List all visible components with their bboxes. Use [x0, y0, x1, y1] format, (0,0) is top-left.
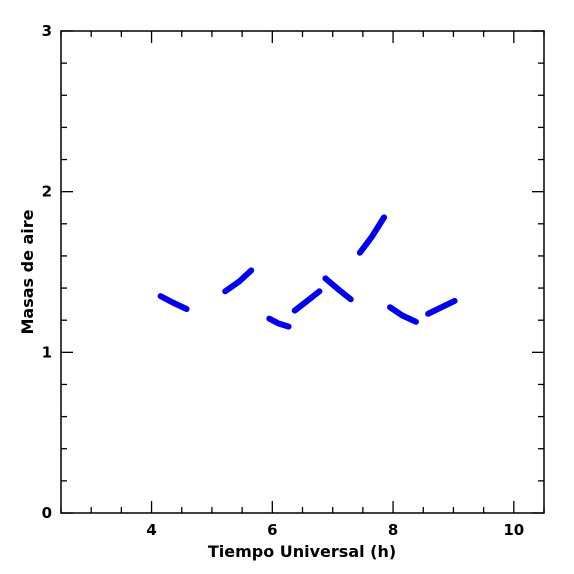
y-axis-label: Masas de aire — [18, 209, 37, 334]
x-tick-label: 6 — [267, 521, 277, 539]
x-tick-label: 10 — [503, 521, 524, 539]
y-tick-label: 2 — [42, 183, 52, 201]
x-axis-label: Tiempo Universal (h) — [208, 542, 396, 561]
airmass-segment — [291, 288, 323, 314]
airmass-series — [157, 214, 458, 330]
plot-frame — [60, 30, 545, 514]
y-tick-label: 0 — [42, 504, 52, 522]
airmass-segment — [222, 267, 255, 295]
airmass-segment — [387, 304, 419, 325]
airmass-segment — [356, 214, 387, 256]
airmass-segment — [266, 315, 292, 330]
y-tick-label: 3 — [42, 22, 52, 40]
y-tick-label: 1 — [42, 343, 52, 361]
x-tick-label: 8 — [388, 521, 398, 539]
axis-ticks — [60, 30, 545, 514]
airmass-segment — [425, 297, 458, 317]
airmass-segment — [157, 293, 190, 312]
tick-labels: 4 6 8 10 0 1 2 3 — [42, 22, 525, 539]
airmass-segment — [322, 275, 354, 303]
x-tick-label: 4 — [146, 521, 156, 539]
